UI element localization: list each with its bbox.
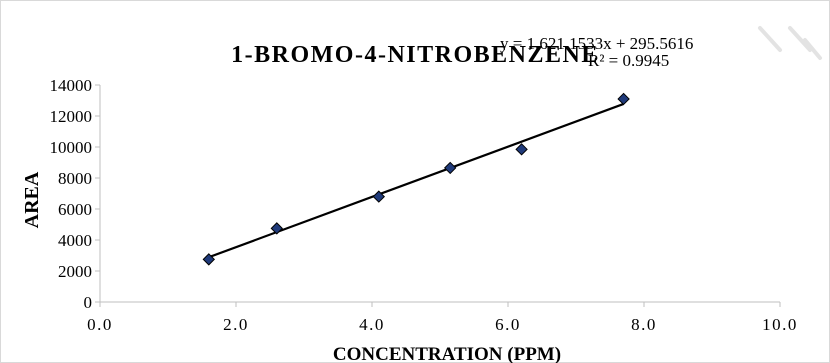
chart-title: 1-BROMO-4-NITROBENZENE: [231, 42, 599, 68]
y-tick-label: 0: [84, 293, 93, 312]
decorative-strokes: [758, 26, 822, 60]
y-tick-label: 14000: [50, 76, 93, 95]
x-tick-label: 6.0: [495, 315, 521, 334]
x-axis-label: CONCENTRATION (PPM): [333, 344, 561, 363]
y-axis-label: AREA: [21, 171, 43, 228]
r-squared: R² = 0.9945: [588, 51, 669, 70]
axes: [99, 85, 780, 303]
trend-equation: y = 1,621.1533x + 295.5616: [500, 34, 693, 53]
x-tick-label: 4.0: [359, 315, 385, 334]
data-point: [202, 253, 216, 266]
y-axis-ticks: 0 2000 4000 6000 8000 10000 12000 14000: [50, 76, 100, 312]
data-points: [202, 92, 630, 266]
data-point: [443, 161, 457, 175]
x-tick-label: 0.0: [87, 315, 113, 334]
y-tick-label: 6000: [58, 200, 92, 219]
data-point: [372, 190, 386, 203]
y-tick-label: 4000: [58, 231, 92, 250]
data-point: [515, 143, 528, 156]
y-tick-label: 2000: [58, 262, 92, 281]
x-tick-label: 8.0: [631, 315, 657, 334]
y-tick-label: 8000: [58, 169, 92, 188]
x-tick-label: 2.0: [223, 315, 249, 334]
data-point: [617, 92, 630, 106]
x-axis-ticks: 0.0 2.0 4.0 6.0 8.0 10.0: [87, 302, 798, 334]
y-tick-label: 10000: [50, 138, 93, 157]
y-tick-label: 12000: [50, 107, 93, 126]
data-point: [270, 222, 284, 235]
x-tick-label: 10.0: [762, 315, 798, 334]
